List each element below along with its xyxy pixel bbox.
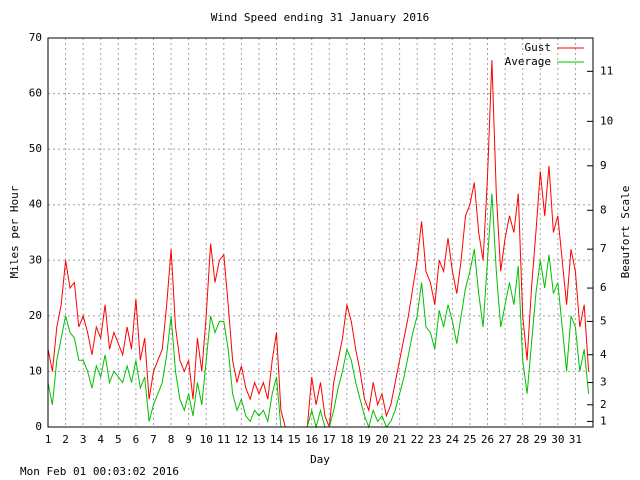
y-axis-label: Miles per Hour — [8, 185, 21, 278]
y-tick-label: 0 — [35, 420, 42, 433]
x-tick-label: 24 — [446, 433, 460, 446]
y2-tick-label: 5 — [600, 314, 607, 327]
y-tick-label: 30 — [29, 253, 42, 266]
x-tick-label: 23 — [428, 433, 441, 446]
x-tick-label: 11 — [217, 433, 230, 446]
x-tick-label: 26 — [481, 433, 494, 446]
x-axis-label: Day — [310, 453, 330, 466]
x-tick-label: 7 — [150, 433, 157, 446]
y2-axis-label: Beaufort Scale — [619, 186, 632, 279]
y2-tick-label: 8 — [600, 203, 607, 216]
x-tick-label: 14 — [270, 433, 284, 446]
x-tick-label: 25 — [463, 433, 476, 446]
x-tick-label: 12 — [235, 433, 248, 446]
x-tick-label: 4 — [97, 433, 104, 446]
x-tick-label: 21 — [393, 433, 406, 446]
y2-tick-label: 3 — [600, 376, 607, 389]
legend-label: Average — [505, 55, 551, 68]
x-tick-label: 30 — [551, 433, 564, 446]
x-tick-label: 2 — [62, 433, 69, 446]
x-tick-label: 20 — [375, 433, 388, 446]
legend-label: Gust — [525, 41, 552, 54]
x-tick-label: 31 — [569, 433, 582, 446]
y-tick-label: 50 — [29, 142, 42, 155]
y2-tick-label: 7 — [600, 242, 607, 255]
y2-tick-label: 6 — [600, 281, 607, 294]
footnote: Mon Feb 01 00:03:02 2016 — [20, 465, 179, 478]
x-tick-label: 5 — [115, 433, 122, 446]
series-line — [47, 60, 590, 428]
x-tick-label: 9 — [185, 433, 192, 446]
series-line — [47, 193, 590, 429]
y2-tick-label: 1 — [600, 414, 607, 427]
x-tick-label: 16 — [305, 433, 318, 446]
y2-tick-label: 4 — [600, 348, 607, 361]
y2-tick-label: 9 — [600, 159, 607, 172]
y2-tick-label: 10 — [600, 114, 613, 127]
x-tick-label: 8 — [168, 433, 175, 446]
y2-tick-label: 2 — [600, 398, 607, 411]
x-tick-label: 27 — [498, 433, 511, 446]
x-tick-label: 29 — [534, 433, 547, 446]
x-tick-label: 17 — [323, 433, 336, 446]
x-tick-label: 1 — [45, 433, 52, 446]
x-tick-label: 15 — [288, 433, 301, 446]
x-tick-label: 19 — [358, 433, 371, 446]
y2-tick-label: 11 — [600, 64, 613, 77]
x-tick-label: 13 — [252, 433, 265, 446]
plot-border — [47, 37, 594, 428]
x-tick-label: 28 — [516, 433, 529, 446]
y-tick-label: 10 — [29, 364, 42, 377]
x-tick-label: 10 — [200, 433, 213, 446]
x-tick-label: 18 — [340, 433, 353, 446]
y-tick-label: 60 — [29, 87, 42, 100]
x-tick-label: 22 — [411, 433, 424, 446]
x-tick-label: 3 — [80, 433, 87, 446]
y-tick-label: 20 — [29, 309, 42, 322]
chart-title: Wind Speed ending 31 January 2016 — [211, 11, 430, 24]
y-tick-label: 70 — [29, 31, 42, 44]
y-tick-label: 40 — [29, 198, 42, 211]
x-tick-label: 6 — [133, 433, 140, 446]
